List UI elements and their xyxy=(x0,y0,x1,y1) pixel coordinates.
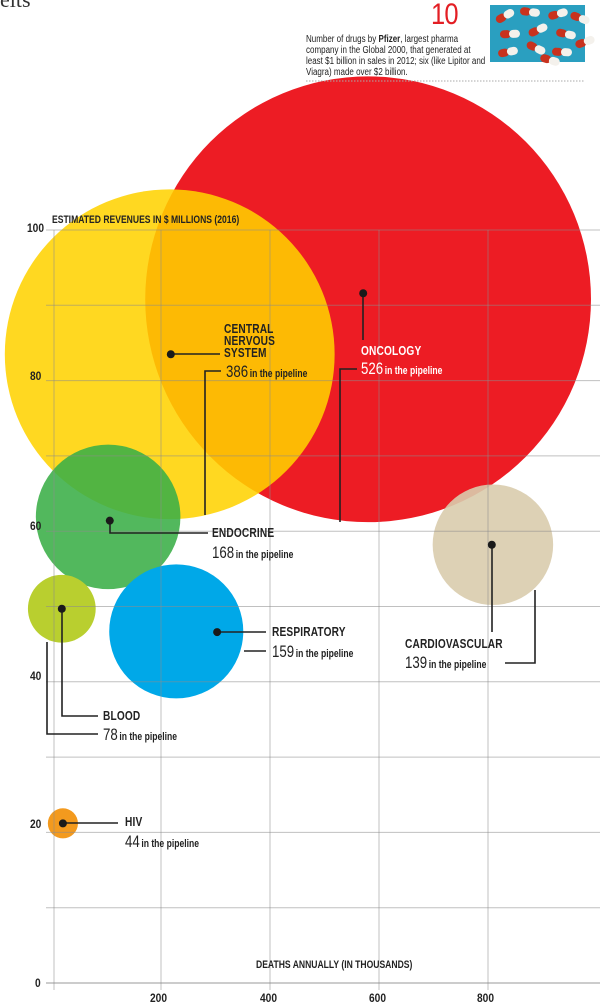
pill-icon xyxy=(526,41,546,55)
bubble-endocrine xyxy=(35,444,181,590)
y-axis-title: ESTIMATED REVENUES IN $ MILLIONS (2016) xyxy=(52,214,240,226)
data-point-oncology xyxy=(359,289,368,298)
x-tick-label: 600 xyxy=(369,991,387,1005)
y-tick-label: 80 xyxy=(30,369,42,383)
label-hiv: HIV xyxy=(125,814,143,829)
leader-respiratory xyxy=(216,631,266,652)
leader-oncology xyxy=(339,293,364,522)
y-tick-label: 60 xyxy=(30,519,42,533)
cropped-headline-fragment: eits xyxy=(0,0,31,12)
y-tick-label: 100 xyxy=(27,221,45,235)
data-points-layer xyxy=(57,289,496,828)
caption: Number of drugs by Pfizer, largest pharm… xyxy=(306,34,486,78)
pill-icon xyxy=(570,11,590,25)
pipeline-endocrine: 168 in the pipeline xyxy=(212,543,294,562)
y-tick-label: 40 xyxy=(30,669,42,683)
stat-number: 10 xyxy=(431,0,459,31)
label-blood: BLOOD xyxy=(103,708,141,723)
data-point-blood xyxy=(57,604,66,613)
label-respiratory: RESPIRATORY xyxy=(272,624,346,639)
pill-icon xyxy=(540,54,560,66)
pill-icon xyxy=(552,47,572,57)
x-tick-label: 200 xyxy=(150,991,168,1005)
pipeline-respiratory: 159 in the pipeline xyxy=(272,642,354,661)
pill-icon xyxy=(548,8,568,20)
x-tick-label: 800 xyxy=(477,991,495,1005)
pill-icon xyxy=(528,23,548,37)
data-point-endocrine xyxy=(105,516,114,525)
y-tick-label: 0 xyxy=(35,976,41,990)
pipeline-blood: 78 in the pipeline xyxy=(103,725,178,744)
grid-layer xyxy=(46,229,600,990)
leader-lines xyxy=(46,293,536,824)
pipeline-cardiovascular: 139 in the pipeline xyxy=(405,653,487,672)
pill-icon xyxy=(520,7,540,17)
leader-endocrine xyxy=(109,521,208,534)
data-point-central-nervous-system xyxy=(166,350,175,359)
bubble-respiratory xyxy=(109,564,244,699)
caption-company: Pfizer xyxy=(378,34,401,45)
pill-icon xyxy=(556,28,576,40)
leader-cns xyxy=(171,353,221,515)
pills-photo xyxy=(490,5,595,66)
pill-icon xyxy=(500,29,520,39)
y-tick-label: 20 xyxy=(30,817,42,831)
data-point-cardiovascular xyxy=(487,540,496,549)
x-axis-title: DEATHS ANNUALLY (IN THOUSANDS) xyxy=(256,959,413,971)
label-central-nervous-system: CENTRAL NERVOUS SYSTEM xyxy=(224,321,276,360)
pipeline-central-nervous-system: 386 in the pipeline xyxy=(226,362,308,381)
data-point-hiv xyxy=(58,819,67,828)
label-oncology: ONCOLOGY xyxy=(361,343,422,358)
bubbles-layer xyxy=(4,76,591,839)
pipeline-hiv: 44 in the pipeline xyxy=(125,832,200,851)
x-tick-label: 400 xyxy=(260,991,278,1005)
pipeline-oncology: 526 in the pipeline xyxy=(361,359,443,378)
pill-icon xyxy=(575,35,595,49)
leader-cardiovascular xyxy=(491,545,536,664)
label-endocrine: ENDOCRINE xyxy=(212,525,275,540)
pill-icon xyxy=(498,46,518,58)
pill-icon xyxy=(495,9,515,23)
label-cardiovascular: CARDIOVASCULAR xyxy=(405,636,503,651)
leader-blood xyxy=(46,609,98,735)
data-point-respiratory xyxy=(213,628,222,637)
